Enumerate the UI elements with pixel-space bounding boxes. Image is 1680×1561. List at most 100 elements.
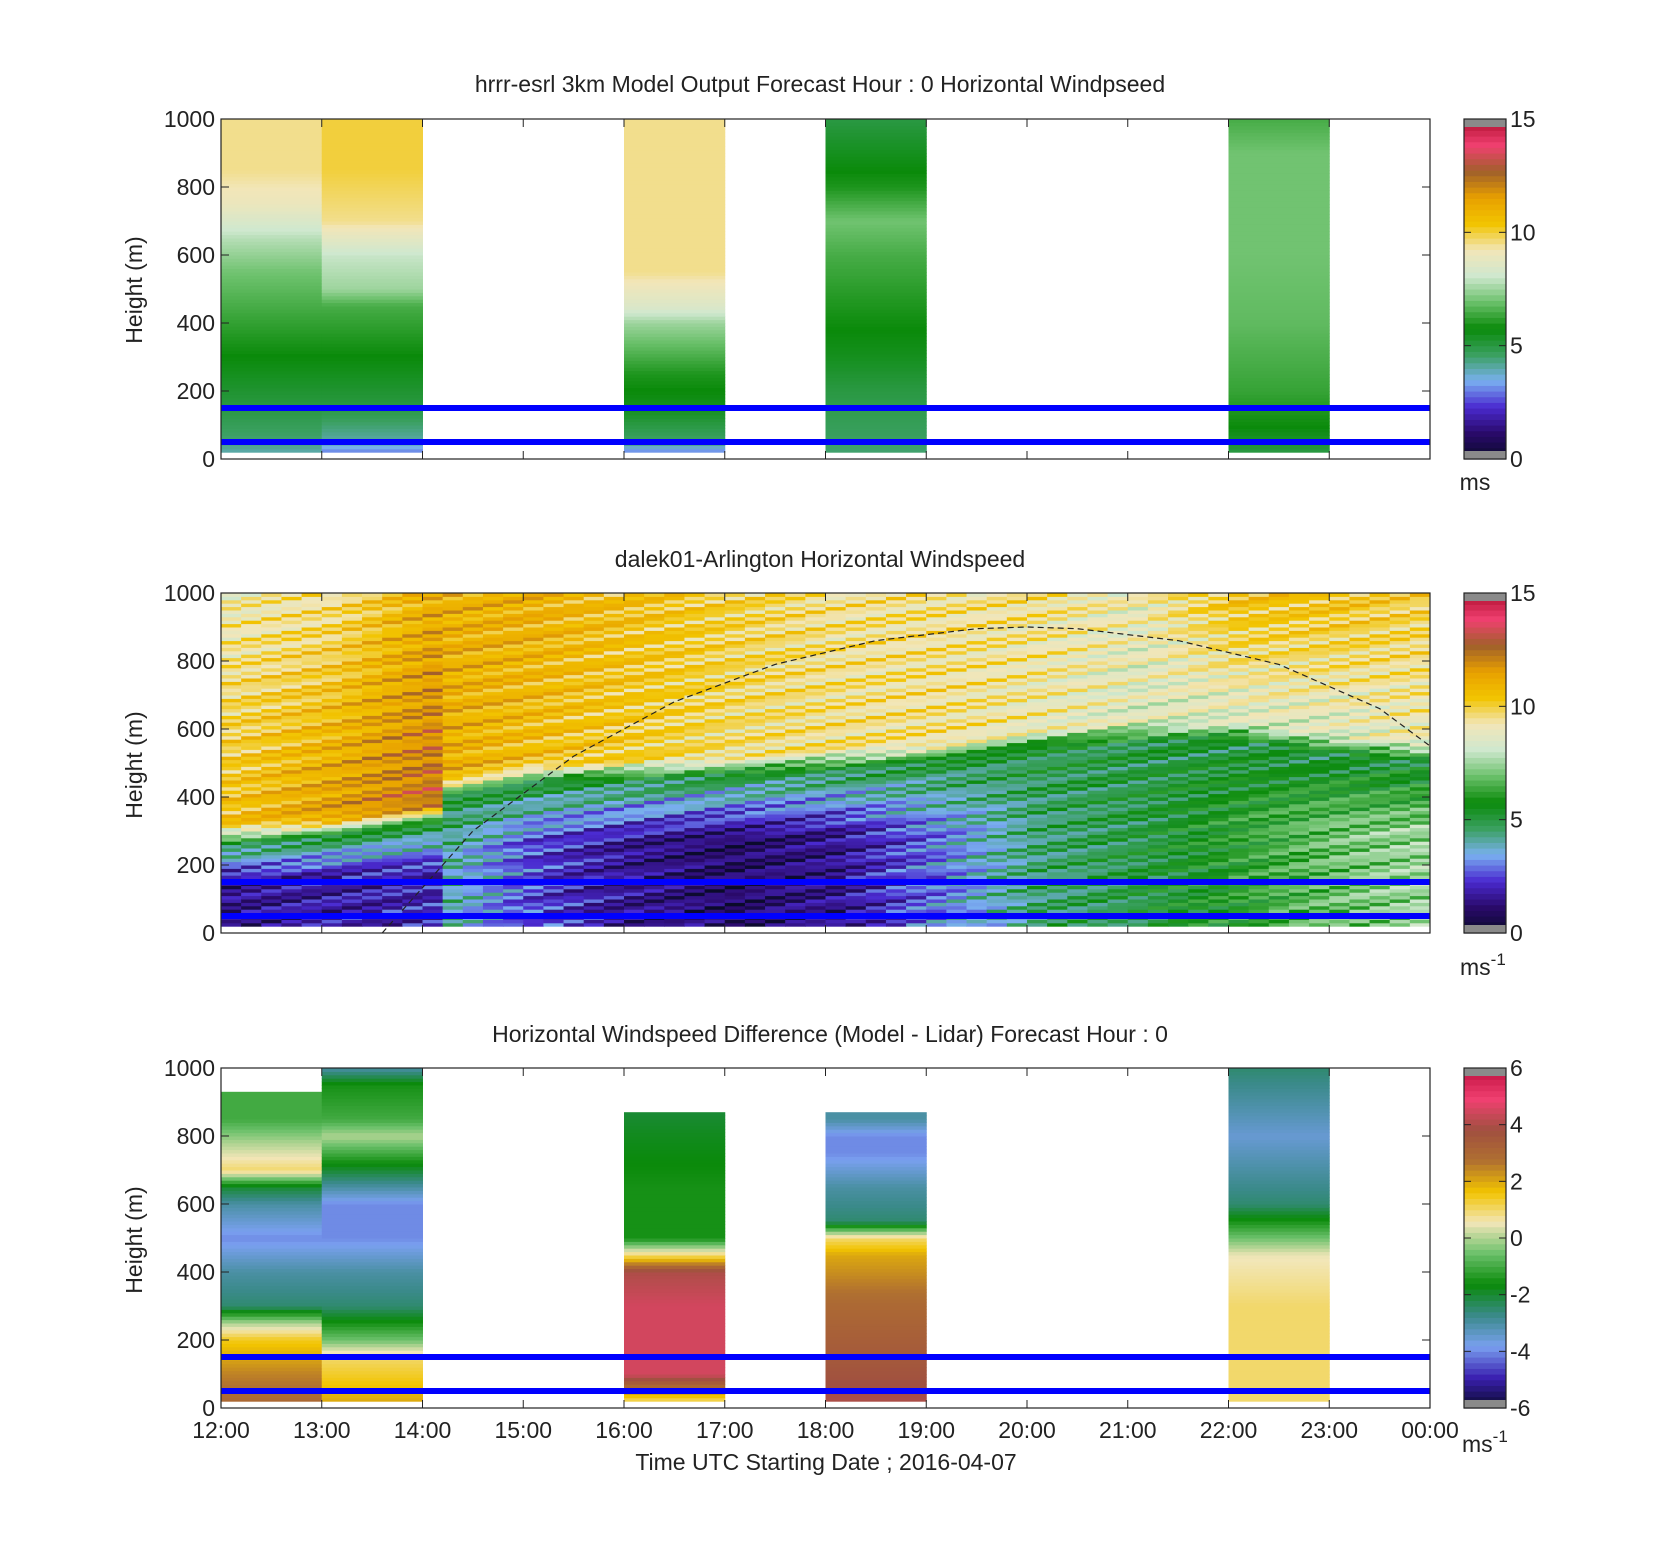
heatmap-cell	[301, 868, 323, 873]
heatmap-cell	[583, 718, 605, 723]
heatmap-cell	[624, 207, 726, 212]
heatmap-cell	[462, 885, 484, 890]
heatmap-cell	[543, 800, 565, 805]
heatmap-cell	[221, 895, 242, 900]
heatmap-cell	[422, 800, 444, 805]
data-column	[765, 593, 786, 927]
heatmap-cell	[241, 688, 262, 693]
heatmap-cell	[825, 357, 927, 361]
heatmap-cell	[865, 865, 887, 869]
heatmap-cell	[362, 786, 383, 791]
heatmap-cell	[785, 769, 806, 774]
heatmap-cell	[321, 698, 343, 703]
heatmap-cell	[341, 742, 363, 747]
heatmap-cell	[321, 637, 343, 642]
heatmap-cell	[241, 776, 262, 781]
heatmap-cell	[362, 701, 383, 706]
heatmap-cell	[583, 763, 605, 767]
heatmap-cell	[281, 698, 303, 703]
heatmap-cell	[1027, 783, 1048, 788]
heatmap-cell	[765, 919, 786, 924]
heatmap-cell	[885, 732, 907, 737]
heatmap-cell	[966, 715, 988, 720]
heatmap-cell	[603, 664, 625, 669]
heatmap-cell	[966, 803, 988, 808]
heatmap-cell	[382, 613, 403, 618]
heatmap-cell	[926, 708, 947, 713]
heatmap-cell	[442, 759, 464, 764]
heatmap-cell	[926, 722, 947, 727]
heatmap-cell	[321, 620, 343, 625]
heatmap-cell	[946, 725, 968, 730]
heatmap-cell	[603, 701, 625, 706]
heatmap-cell	[644, 650, 665, 655]
heatmap-cell	[301, 610, 323, 614]
heatmap-cell	[281, 776, 303, 781]
heatmap-cell	[221, 732, 242, 737]
heatmap-cell	[261, 861, 282, 866]
heatmap-cell	[906, 640, 927, 645]
heatmap-cell	[825, 776, 847, 781]
heatmap-cell	[624, 623, 645, 628]
heatmap-cell	[1006, 603, 1028, 608]
heatmap-cell	[825, 817, 847, 822]
heatmap-cell	[785, 749, 806, 754]
heatmap-cell	[341, 797, 363, 801]
heatmap-cell	[1067, 616, 1088, 621]
heatmap-cell	[825, 180, 927, 185]
heatmap-cell	[462, 820, 484, 825]
heatmap-cell	[1067, 667, 1088, 672]
heatmap-cell	[825, 333, 927, 338]
heatmap-cell	[442, 603, 464, 608]
heatmap-cell	[664, 722, 685, 727]
heatmap-cell	[261, 688, 282, 693]
heatmap-cell	[624, 909, 645, 914]
heatmap-cell	[221, 817, 242, 822]
heatmap-cell	[321, 200, 423, 205]
heatmap-cell	[744, 732, 766, 737]
heatmap-cell	[624, 824, 645, 829]
heatmap-cell	[1027, 837, 1048, 842]
heatmap-cell	[1087, 759, 1109, 764]
heatmap-cell	[382, 800, 403, 805]
heatmap-cell	[684, 650, 706, 655]
heatmap-cell	[744, 814, 766, 818]
heatmap-cell	[966, 905, 988, 910]
heatmap-cell	[825, 746, 847, 750]
heatmap-cell	[845, 909, 867, 914]
heatmap-cell	[926, 892, 947, 897]
heatmap-cell	[765, 905, 786, 910]
data-column	[906, 593, 927, 927]
heatmap-cell	[624, 159, 726, 164]
heatmap-cell	[906, 688, 927, 693]
heatmap-cell	[543, 875, 565, 880]
heatmap-cell	[301, 616, 323, 621]
heatmap-cell	[946, 627, 968, 631]
heatmap-cell	[442, 780, 464, 784]
heatmap-cell	[321, 759, 343, 764]
heatmap-cell	[482, 824, 504, 829]
heatmap-cell	[885, 705, 907, 710]
heatmap-cell	[543, 623, 565, 628]
data-column	[926, 593, 947, 927]
heatmap-cell	[261, 667, 282, 672]
heatmap-cell	[523, 664, 544, 669]
heatmap-cell	[664, 701, 685, 706]
heatmap-cell	[442, 637, 464, 642]
heatmap-cell	[906, 603, 927, 608]
heatmap-cell	[241, 616, 262, 621]
heatmap-cell	[825, 374, 927, 378]
data-column	[966, 593, 988, 927]
heatmap-cell	[241, 705, 262, 710]
heatmap-cell	[644, 742, 665, 747]
heatmap-cell	[362, 671, 383, 676]
heatmap-cell	[885, 712, 907, 716]
heatmap-cell	[221, 139, 323, 144]
heatmap-cell	[825, 606, 847, 611]
heatmap-cell	[946, 871, 968, 876]
heatmap-cell	[1087, 885, 1109, 890]
heatmap-cell	[724, 749, 746, 754]
heatmap-cell	[684, 769, 706, 774]
heatmap-cell	[946, 868, 968, 873]
heatmap-cell	[442, 715, 464, 720]
